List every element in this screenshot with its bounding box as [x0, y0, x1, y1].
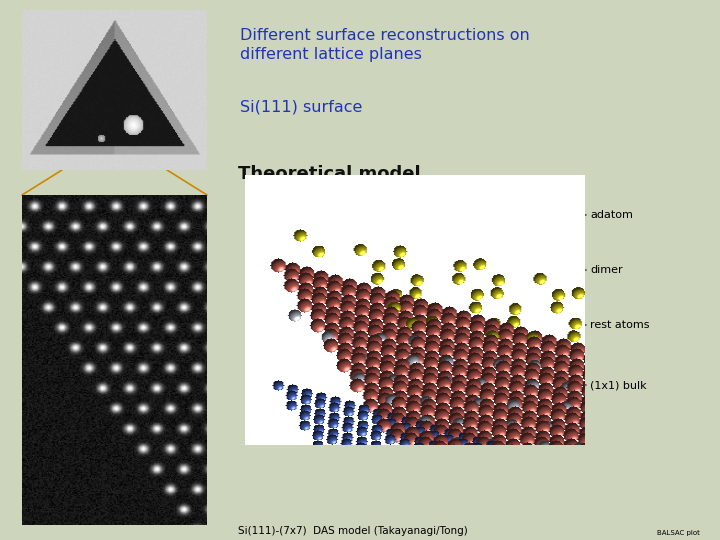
Text: Different surface reconstructions on
different lattice planes: Different surface reconstructions on dif… [240, 28, 530, 62]
Text: Theoretical model: Theoretical model [238, 165, 420, 183]
Text: rest atoms: rest atoms [590, 320, 649, 330]
Text: dimer: dimer [590, 265, 623, 275]
Text: (1x1) bulk: (1x1) bulk [590, 380, 647, 390]
Text: Si(111) surface: Si(111) surface [240, 100, 362, 115]
Text: BALSAC plot: BALSAC plot [657, 530, 700, 536]
Text: Si(111)-(7x7)  DAS model (Takayanagi/Tong): Si(111)-(7x7) DAS model (Takayanagi/Tong… [238, 526, 468, 536]
Text: adatom: adatom [590, 210, 633, 220]
